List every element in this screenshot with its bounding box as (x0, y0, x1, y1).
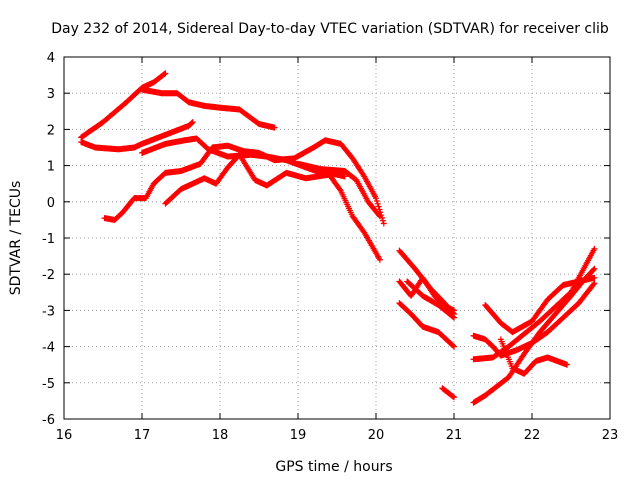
data-point (451, 314, 457, 321)
data-point (271, 124, 278, 131)
data-point (161, 70, 168, 77)
chart-title: Day 232 of 2014, Sidereal Day-to-day VTE… (51, 21, 609, 37)
data-point (564, 361, 571, 368)
data-point (189, 119, 196, 126)
x-tick-label: 23 (602, 428, 619, 443)
y-axis-label: SDTVAR / TECUs (8, 181, 24, 296)
data-point (591, 265, 598, 272)
data-point (591, 280, 598, 287)
series-track-13 (470, 265, 598, 406)
series-track-7 (295, 160, 383, 220)
plot-frame (63, 56, 611, 420)
y-tick-label: 4 (47, 51, 55, 66)
x-tick-label: 16 (56, 428, 73, 443)
series-track-15 (470, 280, 598, 359)
data-point (373, 197, 380, 204)
y-tick-label: -2 (42, 268, 55, 283)
data-point (162, 70, 169, 77)
series-track-3 (139, 86, 278, 131)
x-tick-label: 20 (368, 428, 385, 443)
data-point (341, 173, 348, 180)
series-track-9 (396, 274, 457, 314)
series-track-5 (101, 137, 387, 227)
y-tick-label: -3 (42, 304, 55, 319)
series-track-2 (78, 119, 196, 153)
data-point (591, 274, 598, 281)
data-point (380, 220, 387, 227)
data-point (376, 213, 383, 220)
grid-layer (64, 57, 610, 419)
data-point (373, 195, 379, 202)
data-point (374, 200, 381, 207)
series-track-10 (396, 300, 457, 350)
data-point (360, 172, 367, 179)
data-point (450, 342, 457, 349)
y-tick-label: 2 (47, 123, 55, 138)
data-point (451, 394, 457, 401)
data-point (375, 203, 382, 210)
data-point (379, 217, 386, 224)
data-point (591, 245, 598, 252)
y-tick-label: -6 (42, 413, 55, 428)
y-tick-label: 1 (47, 160, 55, 175)
x-tick-label: 17 (134, 428, 151, 443)
data-point (590, 266, 597, 273)
x-tick-label: 22 (524, 428, 541, 443)
y-tick-label: 0 (47, 196, 55, 211)
series-track-11 (404, 278, 457, 321)
series-track-1 (78, 70, 169, 141)
data-point (188, 119, 195, 126)
y-tick-label: 3 (47, 87, 55, 102)
series-track-6 (162, 151, 383, 263)
data-point (451, 343, 457, 350)
x-tick-label: 18 (212, 428, 229, 443)
series-layer (78, 70, 598, 406)
series-track-12 (439, 385, 457, 401)
y-tick-label: -4 (42, 341, 55, 356)
x-axis-label: GPS time / hours (275, 459, 392, 475)
data-point (376, 256, 383, 263)
data-point (450, 313, 457, 320)
series-track-17 (497, 336, 571, 377)
x-tick-label: 21 (446, 428, 463, 443)
data-point (376, 212, 382, 219)
series-track-16 (482, 274, 598, 336)
y-tick-label: -5 (42, 377, 55, 392)
data-point (337, 186, 343, 193)
data-point (451, 307, 457, 314)
x-tick-label: 19 (290, 428, 307, 443)
data-point (590, 281, 597, 288)
data-point (450, 393, 457, 400)
y-tick-label: -1 (42, 232, 55, 247)
